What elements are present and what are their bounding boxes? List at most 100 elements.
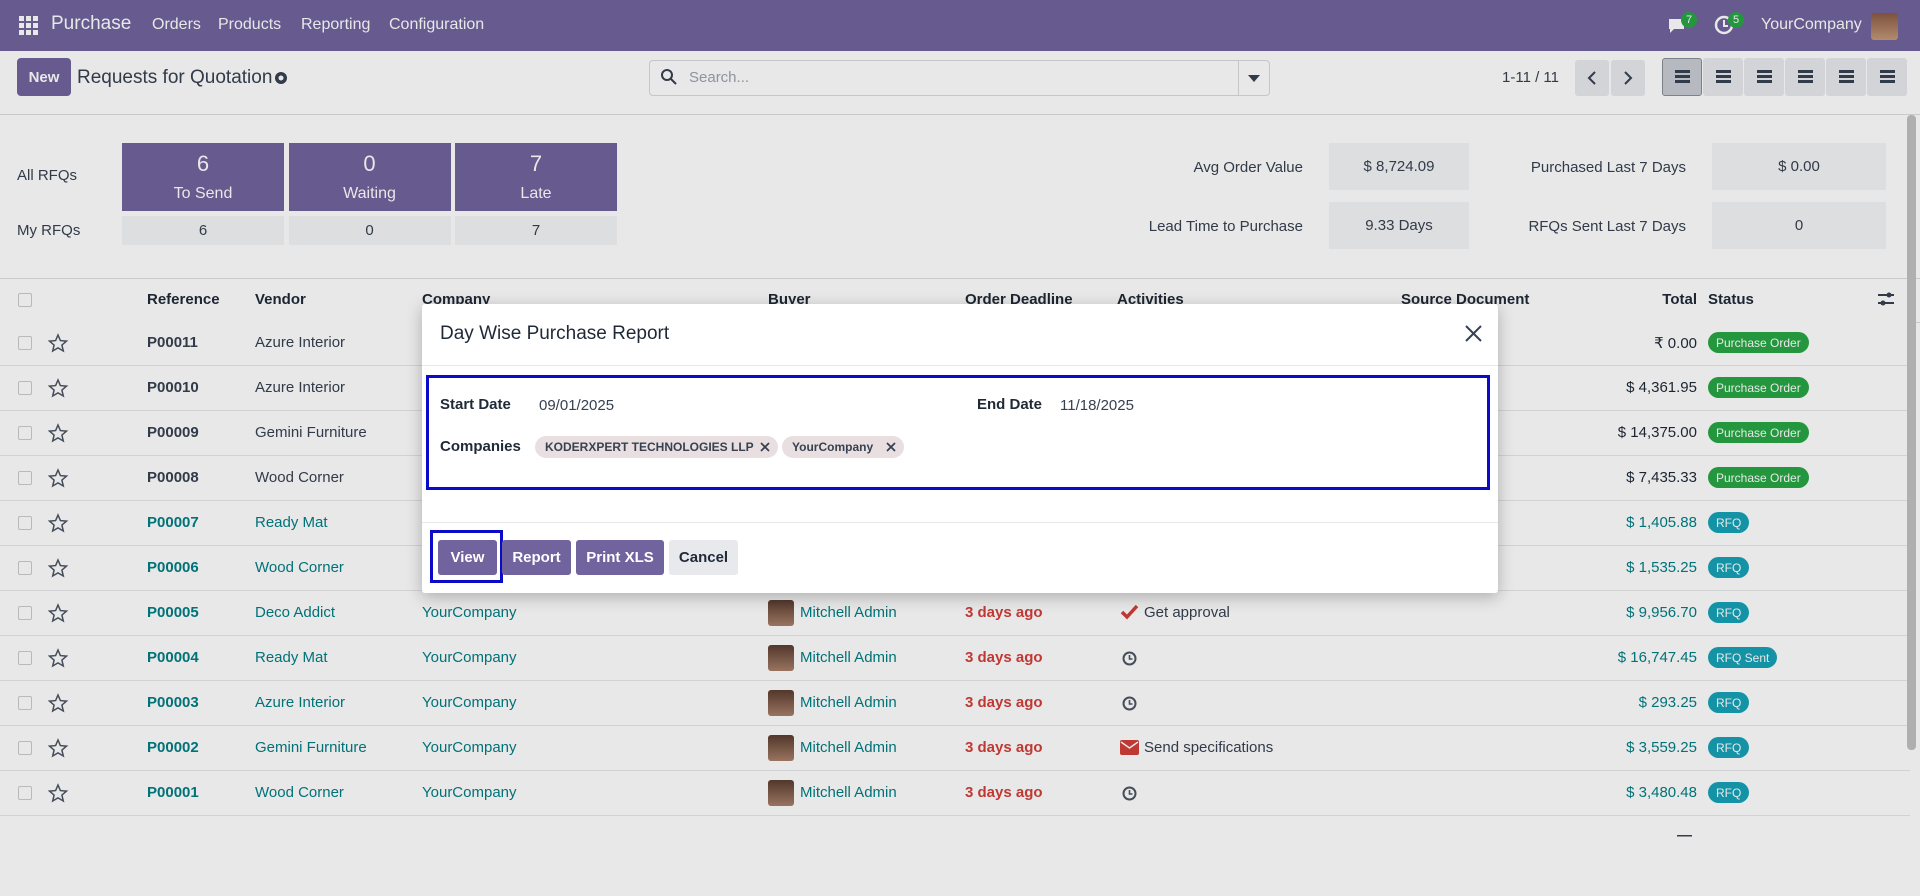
table-row[interactable]: [0, 726, 1910, 771]
search-input[interactable]: Search...: [689, 69, 750, 86]
star-icon[interactable]: [47, 558, 69, 578]
pager-next[interactable]: [1611, 60, 1645, 96]
rfq-tile[interactable]: 6 To Send: [122, 143, 284, 211]
reference: P00008: [147, 469, 199, 486]
stat-value[interactable]: 0: [1712, 202, 1886, 249]
column-settings[interactable]: [1878, 292, 1894, 306]
vendor: Azure Interior: [255, 334, 346, 351]
activity: Send specifications: [1144, 739, 1274, 756]
vendor: Ready Mat: [255, 649, 328, 666]
reference: P00007: [147, 514, 199, 531]
my-count[interactable]: 7: [455, 216, 617, 245]
activity-clock[interactable]: [1122, 786, 1137, 801]
star-icon[interactable]: [47, 648, 69, 668]
nav-menu[interactable]: Orders: [152, 16, 201, 33]
companies-label: Companies: [440, 438, 521, 455]
row-checkbox[interactable]: [18, 651, 32, 665]
column-header[interactable]: Reference: [147, 291, 220, 308]
star-icon[interactable]: [47, 378, 69, 398]
new-button[interactable]: New: [17, 58, 71, 96]
column-header[interactable]: Source Document: [1401, 291, 1530, 308]
gear-icon[interactable]: [274, 71, 288, 85]
chat-icon[interactable]: [1667, 17, 1687, 35]
star-icon[interactable]: [47, 693, 69, 713]
column-header[interactable]: Buyer: [768, 291, 811, 308]
activity-clock[interactable]: [1122, 651, 1137, 666]
end-label: End Date: [977, 396, 1043, 413]
pager-prev[interactable]: [1575, 60, 1609, 96]
tile-label: Waiting: [343, 185, 396, 202]
highlight-box: [426, 375, 1490, 490]
rfq-tile[interactable]: 7 Late: [455, 143, 617, 211]
my-count[interactable]: 0: [288, 216, 451, 245]
my-count[interactable]: 6: [122, 216, 284, 245]
company-switch[interactable]: YourCompany: [1761, 16, 1862, 33]
view-icon: [1757, 70, 1772, 83]
start-date[interactable]: 09/01/2025: [539, 397, 615, 414]
reference: P00010: [147, 379, 199, 396]
column-header[interactable]: Company: [422, 291, 491, 308]
table-row[interactable]: [0, 681, 1910, 726]
reference: P00006: [147, 559, 199, 576]
modal-button[interactable]: Print XLS: [576, 540, 664, 575]
column-header[interactable]: Activities: [1117, 291, 1184, 308]
star-icon[interactable]: [47, 783, 69, 803]
row-checkbox[interactable]: [18, 516, 32, 530]
row-checkbox[interactable]: [18, 696, 32, 710]
modal-button[interactable]: Report: [502, 540, 571, 575]
row-checkbox[interactable]: [18, 606, 32, 620]
star-icon[interactable]: [47, 513, 69, 533]
star-icon[interactable]: [47, 423, 69, 443]
stat-value[interactable]: $ 0.00: [1712, 143, 1886, 190]
rfq-tile[interactable]: 0 Waiting: [288, 143, 451, 211]
row-checkbox[interactable]: [18, 381, 32, 395]
vendor: Azure Interior: [255, 379, 346, 396]
table-row[interactable]: [0, 636, 1910, 681]
status-badge: RFQ: [1708, 782, 1750, 803]
total: $ 4,361.95: [1626, 379, 1697, 396]
total: ₹ 0.00: [1654, 335, 1697, 352]
search-toggle[interactable]: [1238, 60, 1270, 96]
tag-remove[interactable]: [886, 442, 896, 452]
star-icon[interactable]: [47, 468, 69, 488]
modal-button[interactable]: Cancel: [669, 540, 738, 575]
stat-value[interactable]: $ 8,724.09: [1329, 143, 1469, 190]
row-checkbox[interactable]: [18, 741, 32, 755]
company-tag[interactable]: KODERXPERT TECHNOLOGIES LLP: [535, 436, 778, 458]
end-date[interactable]: 11/18/2025: [1060, 397, 1134, 414]
table-row[interactable]: [0, 771, 1910, 816]
nav-menu[interactable]: Reporting: [301, 16, 371, 33]
apps-icon[interactable]: [19, 16, 39, 36]
activity-check[interactable]: [1120, 604, 1139, 620]
my-rfqs-label: My RFQs: [17, 222, 81, 239]
star-icon[interactable]: [47, 333, 69, 353]
select-all[interactable]: [18, 293, 32, 307]
star-icon[interactable]: [47, 603, 69, 623]
company: YourCompany: [422, 604, 517, 621]
modal-button[interactable]: View: [438, 540, 497, 575]
column-header[interactable]: Total: [1662, 291, 1697, 308]
search-box[interactable]: [649, 60, 1270, 96]
table-row[interactable]: [0, 591, 1910, 636]
star-icon[interactable]: [47, 738, 69, 758]
column-header[interactable]: Order Deadline: [965, 291, 1073, 308]
activity-mail[interactable]: [1120, 740, 1139, 755]
modal-close[interactable]: [1465, 325, 1482, 342]
row-checkbox[interactable]: [18, 471, 32, 485]
row-checkbox[interactable]: [18, 786, 32, 800]
activity-clock[interactable]: [1122, 696, 1137, 711]
row-checkbox[interactable]: [18, 336, 32, 350]
column-header[interactable]: Vendor: [255, 291, 306, 308]
nav-menu[interactable]: Products: [218, 16, 282, 33]
user-avatar[interactable]: [1871, 13, 1898, 40]
stat-value[interactable]: 9.33 Days: [1329, 202, 1469, 249]
nav-menu[interactable]: Configuration: [389, 16, 485, 33]
company-tag[interactable]: YourCompany: [782, 436, 904, 458]
tag-remove[interactable]: [760, 442, 770, 452]
column-header[interactable]: Status: [1708, 291, 1754, 308]
app-name[interactable]: Purchase: [51, 13, 132, 34]
row-checkbox[interactable]: [18, 561, 32, 575]
start-label: Start Date: [440, 396, 511, 413]
company: YourCompany: [422, 694, 517, 711]
row-checkbox[interactable]: [18, 426, 32, 440]
